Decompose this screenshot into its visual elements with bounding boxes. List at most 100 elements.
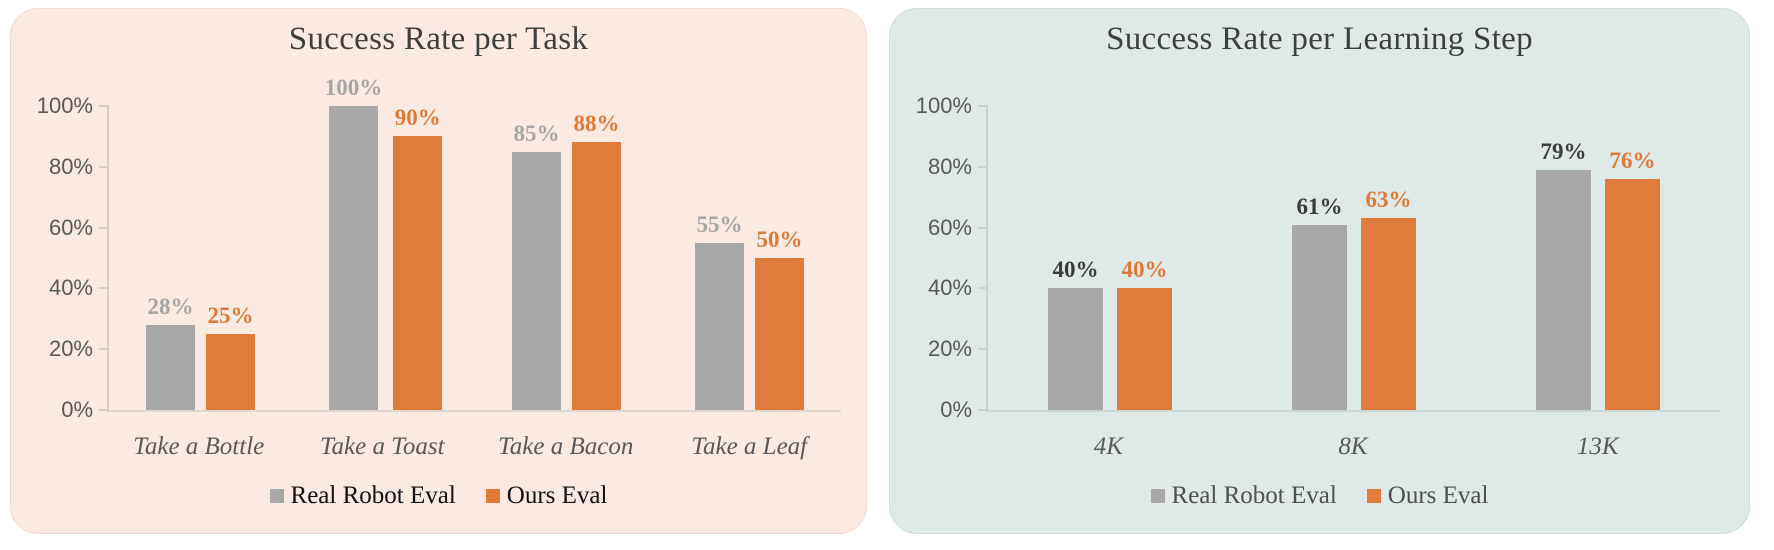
bar-with-label: 28% [146, 295, 195, 410]
bar-group: 61% 63% [1232, 106, 1476, 410]
bar-chart-success-rate-per-task: 28% 25% 100% 90% 85% 88% 55% 50% 0% 20% 40% 60% 80%… [37, 76, 841, 421]
y-axis-tick [99, 287, 109, 290]
y-axis-tick-label: 100% [36, 93, 93, 118]
bar-group: 40% 40% [988, 106, 1232, 410]
x-axis-category-label: 8K [1338, 433, 1368, 460]
bar-with-label: 55% [695, 213, 744, 410]
bar-group: 100% 90% [292, 76, 475, 410]
bar-with-label: 63% [1361, 188, 1416, 410]
bar-ours-eval [1361, 218, 1416, 410]
bar-with-label: 100% [324, 75, 383, 410]
bar-ours-eval [755, 258, 804, 410]
chart-title: Success Rate per Learning Step [1106, 21, 1533, 57]
y-axis-tick-label: 0% [940, 397, 972, 422]
y-axis-tick [978, 348, 988, 351]
chart-panel-success-rate-per-task: Success Rate per Task 28% 25% 100% 90% 85% 88… [10, 8, 867, 534]
x-axis-category-label: 13K [1576, 433, 1619, 460]
bar-real-robot-eval [1292, 225, 1347, 410]
y-axis-tick-label: 20% [48, 336, 93, 362]
x-axis-category-label: Take a Toast [319, 433, 445, 460]
x-axis-category-labels: 4K 8K 13K [986, 433, 1720, 461]
y-axis-tick [978, 226, 988, 229]
bar-ours-eval [572, 142, 621, 410]
bar-chart-success-rate-per-learning-step: 40% 40% 61% 63% 79% 76% 0% 20% 40% 60% 80% 100% [916, 95, 1720, 421]
y-axis-tick-label: 80% [48, 153, 93, 179]
y-axis-tick [99, 226, 109, 229]
bar-with-label: 40% [1117, 258, 1172, 410]
y-axis-tick [978, 105, 988, 107]
bar-group: 28% 25% [109, 106, 292, 410]
data-label: 40% [1052, 257, 1099, 282]
chart-title: Success Rate per Task [288, 21, 589, 57]
bar-ours-eval [393, 136, 443, 410]
bar-real-robot-eval [329, 106, 378, 410]
y-axis-tick [978, 409, 988, 411]
chart-legend: Real Robot Eval Ours Eval [11, 483, 866, 508]
data-label: 28% [147, 294, 194, 319]
bar-with-label: 85% [512, 122, 561, 410]
y-axis-tick [978, 165, 988, 168]
y-axis-tick-label: 20% [927, 336, 972, 362]
data-label: 50% [756, 227, 803, 252]
plot-area: 28% 25% 100% 90% 85% 88% 55% 50% 0% 20% 40% 60% 80%… [37, 76, 841, 421]
bar-group: 55% 50% [658, 106, 841, 410]
bar-with-label: 76% [1605, 149, 1660, 410]
data-label: 55% [696, 212, 743, 237]
x-axis-category-label: Take a Bacon [498, 433, 634, 460]
legend-label: Ours Eval [1387, 482, 1489, 509]
bar-groups: 40% 40% 61% 63% 79% 76% [988, 106, 1720, 410]
legend-item-real-robot-eval: Real Robot Eval [269, 482, 456, 509]
bar-with-label: 79% [1536, 140, 1591, 410]
y-axis-tick [99, 165, 109, 168]
legend-item-ours-eval: Ours Eval [1366, 482, 1489, 509]
chart-legend: Real Robot Eval Ours Eval [890, 483, 1749, 508]
y-axis-tick [978, 287, 988, 290]
legend-marker-ours-eval [1366, 488, 1381, 503]
x-axis-category-label: 4K [1093, 433, 1123, 460]
data-label: 85% [513, 121, 560, 146]
legend-label: Real Robot Eval [290, 482, 456, 509]
legend-marker-real-robot-eval [1150, 488, 1165, 503]
data-label: 61% [1296, 194, 1343, 219]
bar-ours-eval [1605, 179, 1660, 410]
y-axis-tick-label: 80% [927, 153, 972, 179]
x-axis-category-label: Take a Leaf [691, 433, 808, 460]
bar-with-label: 40% [1048, 258, 1103, 410]
data-label: 40% [1121, 257, 1168, 282]
bar-groups: 28% 25% 100% 90% 85% 88% 55% 50% [109, 76, 841, 410]
y-axis-tick [99, 409, 109, 411]
bar-with-label: 90% [393, 106, 443, 410]
data-label: 76% [1609, 148, 1656, 173]
y-axis-tick-label: 100% [915, 93, 972, 118]
bar-with-label: 25% [206, 304, 255, 410]
y-axis-tick [99, 348, 109, 351]
legend-marker-ours-eval [485, 488, 500, 503]
legend-label: Real Robot Eval [1171, 482, 1337, 509]
bar-real-robot-eval [512, 152, 561, 410]
y-axis-tick-label: 40% [927, 275, 972, 301]
y-axis-tick-label: 60% [927, 214, 972, 240]
y-axis-tick-label: 60% [48, 214, 93, 240]
bar-with-label: 61% [1292, 195, 1347, 410]
bar-group: 85% 88% [475, 106, 658, 410]
bar-real-robot-eval [695, 243, 744, 410]
data-label: 88% [573, 111, 620, 136]
y-axis-tick-label: 0% [61, 397, 93, 422]
bar-group: 79% 76% [1476, 106, 1720, 410]
bar-real-robot-eval [1048, 288, 1103, 410]
data-label: 79% [1540, 139, 1587, 164]
bar-real-robot-eval [1536, 170, 1591, 410]
legend-marker-real-robot-eval [269, 488, 284, 503]
bar-ours-eval [206, 334, 255, 410]
x-axis-category-labels: Take a Bottle Take a Toast Take a Bacon Tak… [107, 433, 841, 461]
data-label: 100% [324, 75, 383, 100]
bar-ours-eval [1117, 288, 1172, 410]
y-axis-tick-label: 40% [48, 275, 93, 301]
chart-panel-success-rate-per-learning-step: Success Rate per Learning Step 40% 40% 61%… [889, 8, 1750, 534]
bar-with-label: 88% [572, 112, 621, 410]
data-label: 63% [1365, 187, 1412, 212]
plot-area: 40% 40% 61% 63% 79% 76% 0% 20% 40% 60% 80% 100% [916, 95, 1720, 421]
legend-label: Ours Eval [506, 482, 608, 509]
y-axis-tick [99, 105, 109, 107]
